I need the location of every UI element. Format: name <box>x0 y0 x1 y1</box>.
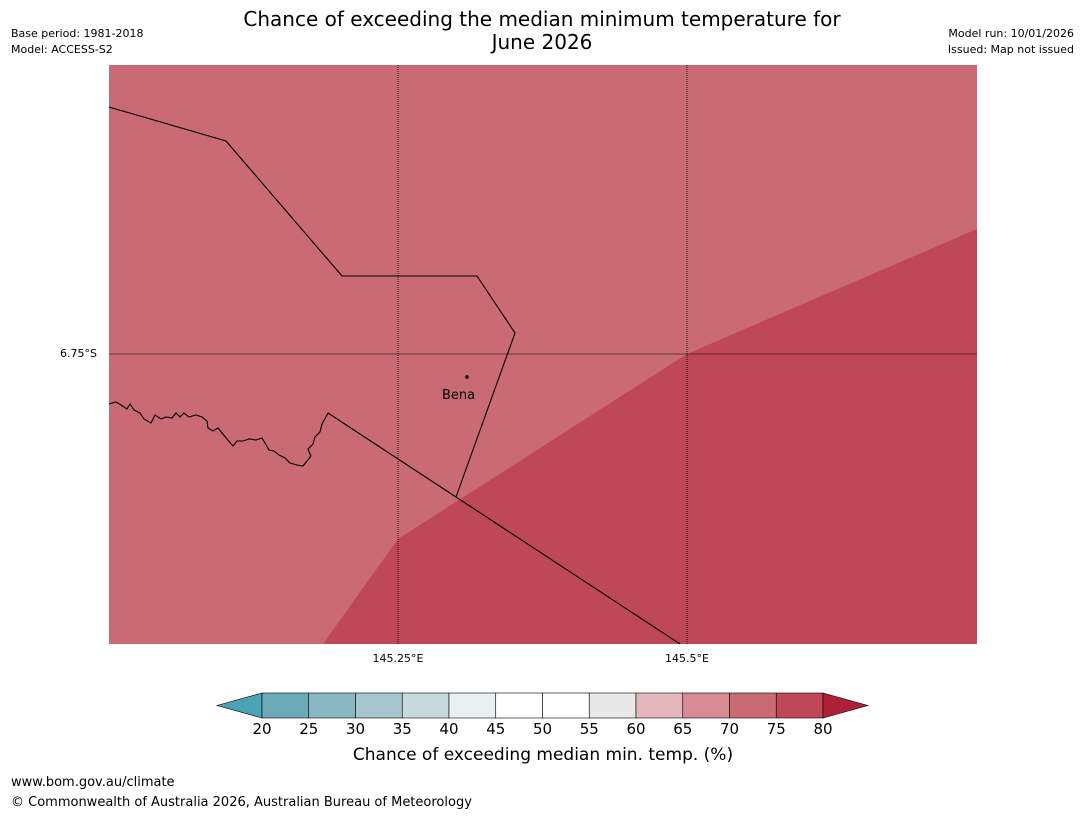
colorbar-segment-60-65 <box>635 692 684 719</box>
colorbar-segment-50-55 <box>542 692 590 719</box>
probability-region-75-80 <box>323 229 977 644</box>
latitude-label: 6.75°S <box>60 347 97 360</box>
colorbar-tick-35: 35 <box>392 720 412 738</box>
place-label-bena: Bena <box>442 388 476 403</box>
colorbar-tick-40: 40 <box>439 720 459 738</box>
colorbar-segment-45-50 <box>495 692 543 719</box>
colorbar-segment-35-40 <box>401 692 450 719</box>
colorbar-segment-25-30 <box>308 692 356 719</box>
base-period-text: Base period: 1981-2018 <box>11 27 144 40</box>
map-title: Chance of exceeding the median minimum t… <box>192 8 892 54</box>
colorbar-segment-70-75 <box>729 692 777 719</box>
map-panel <box>109 65 977 644</box>
colorbar-segment-40-45 <box>448 692 497 719</box>
model-run-text: Model run: 10/01/2026 <box>948 27 1074 40</box>
colorbar-tick-30: 30 <box>345 720 366 738</box>
footer-copyright: © Commonwealth of Australia 2026, Austra… <box>11 795 472 810</box>
colorbar-tick-75: 75 <box>766 720 786 738</box>
longitude-label-145-5: 145.5°E <box>665 652 709 665</box>
colorbar-segment-30-35 <box>355 692 403 719</box>
colorbar-segment-75-80 <box>775 692 824 719</box>
issued-text: Issued: Map not issued <box>947 43 1074 56</box>
footer-url[interactable]: www.bom.gov.au/climate <box>11 775 175 790</box>
title-line-1: Chance of exceeding the median minimum t… <box>243 7 841 31</box>
colorbar-tick-25: 25 <box>299 720 319 738</box>
colorbar-segment-55-60 <box>588 692 637 719</box>
colorbar-tick-80: 80 <box>813 720 833 738</box>
colorbar-tick-50: 50 <box>532 720 553 738</box>
colorbar-tick-45: 45 <box>486 720 506 738</box>
colorbar-segment-20-25 <box>261 692 310 719</box>
river-line <box>109 401 329 467</box>
colorbar-under-extension <box>215 692 263 719</box>
bena-location-marker <box>465 375 469 379</box>
province-boundary-north <box>109 106 516 498</box>
colorbar-tick-70: 70 <box>719 720 740 738</box>
model-text: Model: ACCESS-S2 <box>11 43 113 56</box>
colorbar-tick-65: 65 <box>673 720 693 738</box>
colorbar-tick-20: 20 <box>252 720 272 738</box>
title-line-2: June 2026 <box>491 30 593 54</box>
colorbar-segment-65-70 <box>682 692 730 719</box>
colorbar-tick-55: 55 <box>579 720 599 738</box>
colorbar-over-extension <box>822 692 870 719</box>
province-boundary-south <box>327 412 681 644</box>
colorbar <box>215 692 870 719</box>
colorbar-tick-60: 60 <box>626 720 646 738</box>
metadata-left: Base period: 1981-2018 Model: ACCESS-S2 <box>11 26 143 58</box>
metadata-right: Model run: 10/01/2026 Issued: Map not is… <box>948 26 1074 58</box>
colorbar-label: Chance of exceeding median min. temp. (%… <box>352 745 734 765</box>
longitude-label-145-25: 145.25°E <box>372 652 424 665</box>
